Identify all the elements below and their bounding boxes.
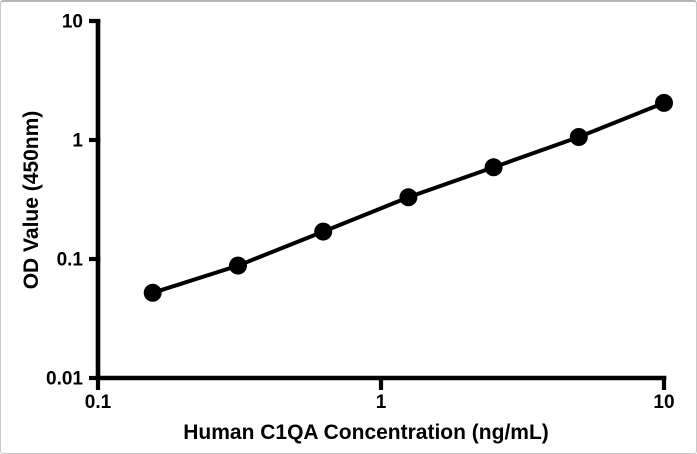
data-point xyxy=(569,128,588,146)
x-tick-label: 10 xyxy=(653,392,674,413)
x-axis-title: Human C1QA Concentration (ng/mL) xyxy=(183,421,549,444)
data-point xyxy=(143,283,162,302)
y-tick-label: 0.1 xyxy=(57,250,84,271)
y-axis-title: OD Value (450nm) xyxy=(20,110,43,290)
data-point xyxy=(399,188,418,207)
data-point xyxy=(314,222,333,241)
x-tick-label: 1 xyxy=(376,392,387,413)
y-tick-label: 1 xyxy=(72,131,83,152)
y-tick-label: 10 xyxy=(62,12,83,33)
data-point xyxy=(484,158,503,177)
x-tick-label: 0.1 xyxy=(85,392,112,413)
data-point xyxy=(229,256,247,275)
y-tick-label: 0.01 xyxy=(46,369,83,390)
data-point xyxy=(655,93,673,112)
